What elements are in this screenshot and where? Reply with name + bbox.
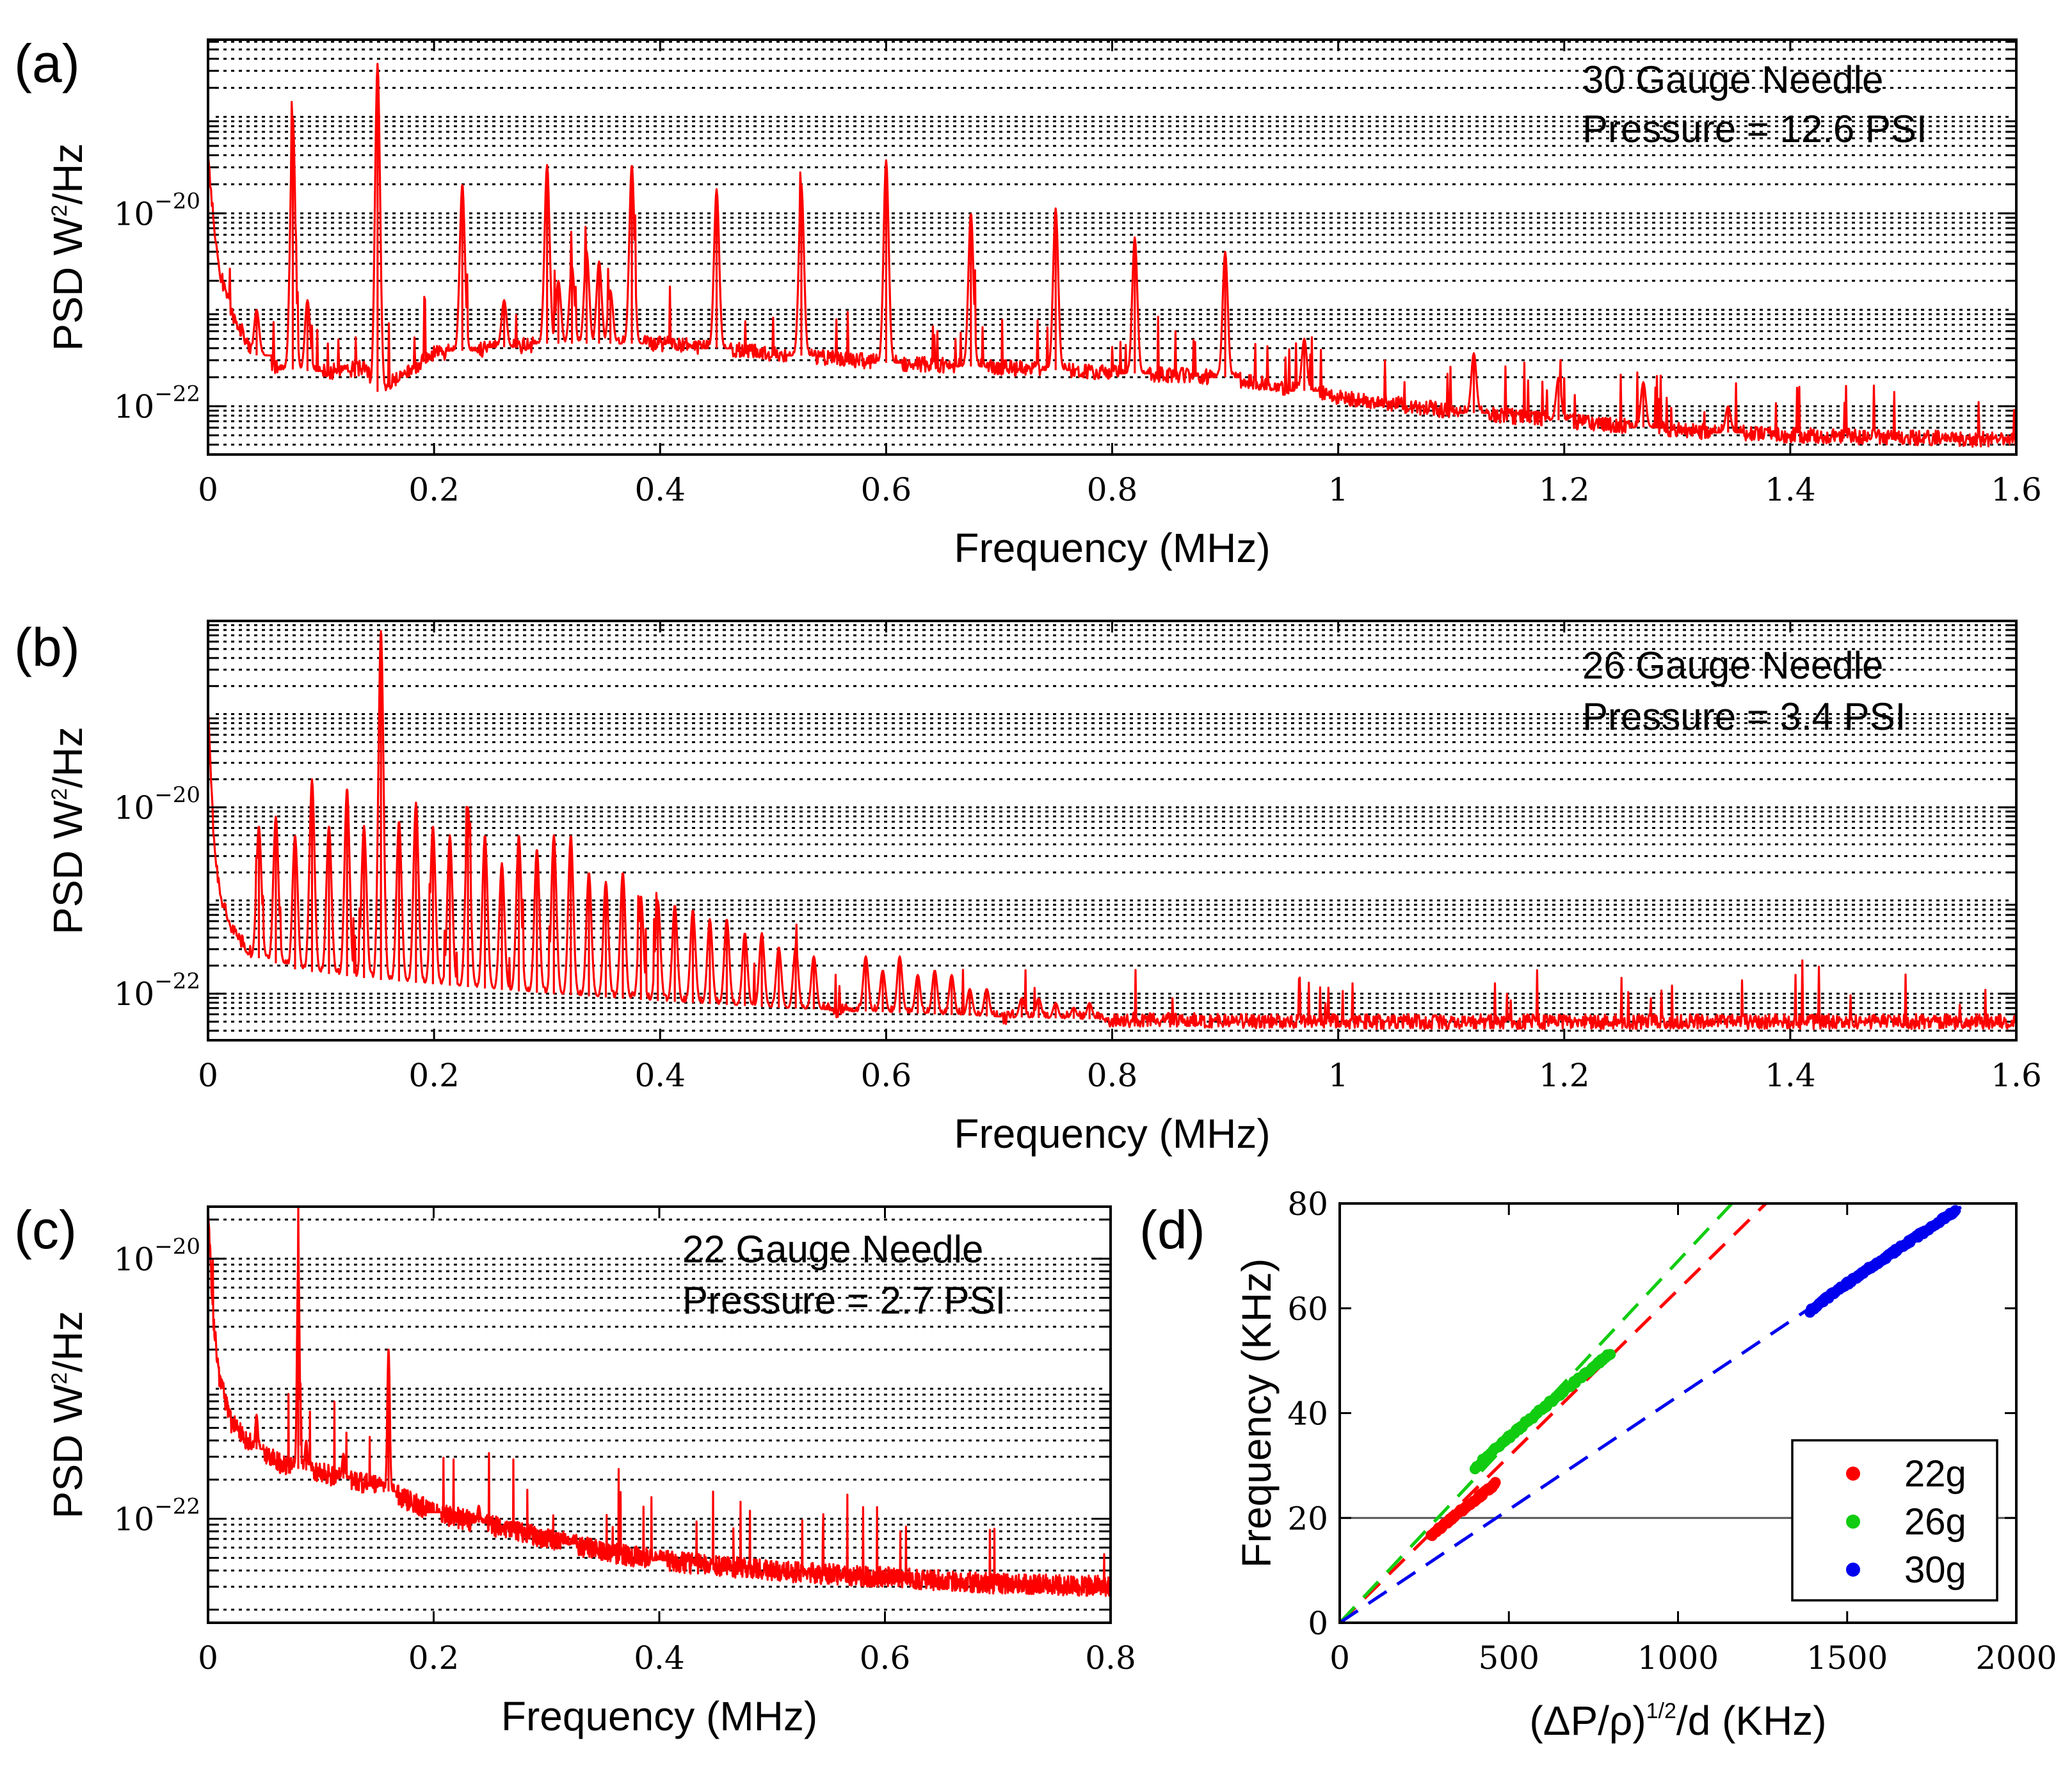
x-tick-label: 0.4 (634, 471, 686, 508)
series-26g (1469, 1349, 1616, 1475)
panel-c: (c) 22 Gauge Needle Pressure = 2.7 PSI 0… (14, 1200, 1136, 1739)
x-tick-label: 0.2 (408, 1057, 460, 1094)
y-tick-label: 40 (1287, 1396, 1328, 1433)
panel-a-title-line1: 30 Gauge Needle (1582, 58, 1883, 101)
panel-d-label: (d) (1139, 1200, 1205, 1260)
y-tick-label: 10−20 (114, 782, 200, 826)
x-tick-label: 1500 (1806, 1639, 1888, 1677)
panel-b-title-line1: 26 Gauge Needle (1582, 644, 1883, 687)
x-tick-label: 1.2 (1539, 471, 1590, 508)
x-tick-label: 0.6 (860, 1639, 911, 1677)
x-tick-label: 0 (198, 1639, 218, 1677)
x-tick-label: 1000 (1637, 1639, 1719, 1677)
series-22g (1426, 1477, 1501, 1541)
y-axis-label: PSD W2/Hz (45, 727, 91, 935)
x-tick-label: 0.4 (634, 1057, 686, 1094)
x-tick-label: 1.6 (1991, 471, 2042, 508)
panel-a-title-line2: Pressure = 12.6 PSI (1582, 108, 1927, 150)
x-tick-label: 0.6 (861, 1057, 912, 1094)
panel-b: (b) 26 Gauge Needle Pressure = 3.4 PSI 0… (14, 617, 2042, 1157)
legend-label-22g: 22g (1904, 1453, 1966, 1495)
data-point (1605, 1349, 1616, 1360)
x-tick-label: 0 (1329, 1639, 1350, 1677)
x-tick-label: 0.4 (634, 1639, 685, 1677)
x-tick-label: 1.4 (1765, 1057, 1816, 1094)
x-tick-label: 500 (1479, 1639, 1539, 1677)
y-axis-label: PSD W2/Hz (45, 1311, 91, 1519)
panel-c-title-line1: 22 Gauge Needle (682, 1228, 983, 1271)
y-tick-label: 10−22 (114, 1494, 200, 1538)
y-tick-label: 80 (1287, 1186, 1328, 1223)
x-tick-label: 0 (198, 471, 218, 508)
spectrum-trace (207, 1205, 1112, 1597)
legend-marker-26g (1846, 1515, 1860, 1529)
panel-d: (d) 0 500 1000 1500 2000 0 20 40 60 80 (ΔP/ρ)1/2/d… (1139, 1186, 2057, 1744)
y-tick-label: 60 (1287, 1291, 1328, 1328)
legend-label-26g: 26g (1904, 1501, 1966, 1543)
legend-marker-22g (1846, 1467, 1860, 1481)
spectrum-trace (207, 63, 2018, 448)
x-tick-label: 1 (1328, 471, 1349, 508)
x-tick-label: 1.2 (1539, 1057, 1590, 1094)
panel-a: (a) 30 Gauge Needle Pressure = 12.6 PSI … (14, 33, 2042, 571)
x-tick-label: 2000 (1975, 1639, 2057, 1677)
x-tick-label: 0 (198, 1057, 218, 1094)
legend: 22g 26g 30g (1791, 1439, 1998, 1602)
legend-box (1791, 1439, 1998, 1602)
fit-line-22g (1338, 1202, 1767, 1624)
x-tick-label: 1 (1328, 1057, 1349, 1094)
panel-a-label: (a) (14, 33, 80, 93)
y-tick-label: 10−22 (114, 382, 200, 426)
panel-c-label: (c) (14, 1200, 77, 1260)
x-tick-label: 0.8 (1087, 471, 1138, 508)
plot-frame (207, 38, 2018, 456)
panel-b-title-line2: Pressure = 3.4 PSI (1582, 695, 1906, 738)
y-tick-label: 10−22 (114, 969, 200, 1013)
grid (208, 40, 2016, 446)
y-axis-label: PSD W2/Hz (45, 143, 91, 351)
y-tick-label: 20 (1287, 1500, 1328, 1537)
x-axis-label: (ΔP/ρ)1/2/d (KHz) (1529, 1698, 1826, 1744)
x-tick-label: 0.6 (861, 471, 912, 508)
data-point (1490, 1477, 1501, 1488)
x-tick-label: 1.6 (1991, 1057, 2042, 1094)
panel-b-label: (b) (14, 617, 80, 677)
grid (208, 1218, 1111, 1611)
x-tick-label: 1.4 (1765, 471, 1816, 508)
panel-c-title-line2: Pressure = 2.7 PSI (682, 1279, 1006, 1322)
series-30g (1804, 1205, 1961, 1318)
legend-label-30g: 30g (1904, 1549, 1966, 1591)
x-tick-label: 0.8 (1087, 1057, 1138, 1094)
x-tick-label: 0.2 (408, 471, 460, 508)
y-tick-label: 0 (1308, 1605, 1328, 1642)
legend-marker-30g (1846, 1563, 1860, 1577)
y-tick-label: 10−20 (114, 188, 200, 232)
x-axis-label: Frequency (MHz) (954, 1111, 1270, 1157)
y-axis-label: Frequency (KHz) (1233, 1259, 1280, 1568)
data-point (1950, 1205, 1961, 1216)
x-axis-label: Frequency (MHz) (954, 525, 1270, 571)
y-tick-label: 10−20 (114, 1234, 200, 1278)
x-tick-label: 0.2 (408, 1639, 460, 1677)
x-axis-label: Frequency (MHz) (501, 1693, 817, 1739)
spectrum-trace (207, 632, 2018, 1031)
x-tick-label: 0.8 (1085, 1639, 1136, 1677)
